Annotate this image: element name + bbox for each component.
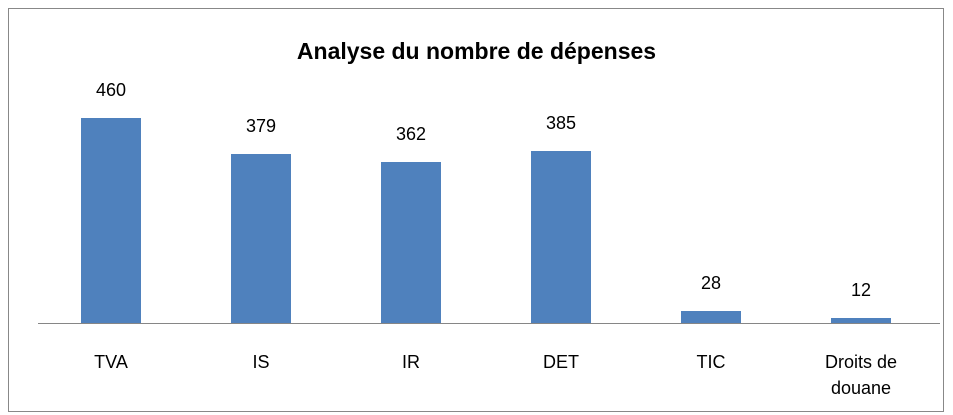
chart-frame	[8, 8, 944, 412]
x-tick-label: TVA	[94, 352, 128, 372]
data-label: 385	[545, 113, 577, 134]
chart-title: Analyse du nombre de dépenses	[296, 38, 657, 64]
data-label: 28	[700, 272, 722, 293]
bar	[81, 118, 141, 323]
x-tick-label: Droits de douane	[824, 352, 898, 398]
data-label: 12	[850, 279, 872, 300]
bar	[681, 310, 741, 323]
x-tick-label: DET	[543, 352, 579, 372]
category-axis	[38, 323, 940, 324]
bar	[531, 151, 591, 323]
data-label: 379	[245, 116, 277, 137]
data-label: 460	[95, 80, 127, 100]
data-label: 362	[395, 123, 427, 144]
x-tick-label: IS	[252, 352, 270, 372]
bar	[831, 317, 891, 323]
bar	[231, 154, 291, 323]
bar	[381, 161, 441, 323]
x-tick-label: TIC	[696, 352, 726, 372]
x-tick-label: IR	[402, 352, 420, 372]
